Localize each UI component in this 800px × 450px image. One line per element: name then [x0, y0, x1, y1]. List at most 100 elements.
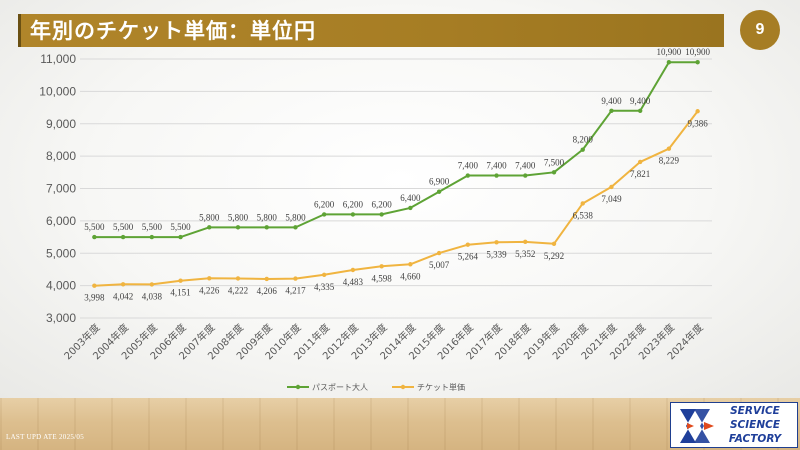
- data-point: [637, 159, 643, 165]
- data-label: 9,400: [601, 96, 622, 106]
- data-point: [207, 225, 212, 230]
- data-point: [92, 234, 97, 240]
- data-label: 4,483: [343, 277, 364, 287]
- data-label: 7,049: [601, 194, 622, 204]
- data-label: 6,900: [429, 177, 450, 187]
- logo-text-line1: SERVICE: [730, 405, 780, 417]
- data-label: 5,352: [515, 249, 535, 259]
- data-point: [695, 60, 700, 65]
- y-tick-label: 11,000: [40, 52, 76, 66]
- data-label: 7,400: [486, 161, 507, 171]
- data-point: [264, 276, 269, 282]
- data-point: [293, 276, 298, 281]
- x-axis-ticks: 2003年度2004年度2005年度2006年度2007年度2008年度2009…: [61, 321, 706, 362]
- data-label: 7,500: [544, 157, 565, 167]
- series-line: [94, 110, 699, 287]
- y-axis-ticks: 3,000 4,000 5,000 6,000 7,000 8,000 9,000 10,00…: [39, 52, 76, 325]
- y-tick-label: 5,000: [46, 246, 76, 260]
- data-label: 4,151: [170, 288, 190, 298]
- data-point: [149, 234, 155, 240]
- data-point: [436, 189, 442, 194]
- data-point: [465, 173, 471, 178]
- data-label: 7,400: [458, 161, 479, 171]
- data-point: [436, 250, 442, 256]
- data-point: [580, 201, 585, 206]
- logo-text-line3: FACTORY: [728, 433, 782, 445]
- data-label: 5,007: [429, 260, 450, 270]
- y-tick-label: 10,000: [39, 84, 76, 98]
- wood-floor: [0, 398, 800, 450]
- data-point: [293, 225, 298, 230]
- logo-text-line2: SCIENCE: [729, 419, 780, 431]
- data-point: [379, 212, 384, 217]
- legend-marker: [295, 384, 301, 390]
- data-point: [494, 240, 499, 245]
- title-bar: [18, 14, 724, 47]
- data-label: 4,217: [285, 286, 306, 296]
- data-label: 4,598: [372, 273, 393, 283]
- data-point: [465, 242, 471, 247]
- chart-data-labels: 5,500 5,500 5,500 5,500 5,800 5,800 5,800 5,800…: [84, 47, 710, 302]
- service-science-factory-logo: SERVICE SCIENCE FACTORY: [670, 402, 798, 448]
- data-label: 7,400: [515, 161, 536, 171]
- y-tick-label: 9,000: [46, 117, 76, 131]
- data-point: [695, 109, 700, 114]
- chart-series: [92, 60, 700, 288]
- chart-gridlines: [80, 58, 712, 319]
- data-label: 4,335: [314, 282, 335, 292]
- data-point: [609, 108, 614, 114]
- data-label: 5,500: [142, 222, 163, 232]
- data-label: 5,292: [544, 251, 564, 261]
- data-label: 10,900: [685, 47, 710, 57]
- data-point: [523, 239, 528, 245]
- data-point: [637, 108, 643, 114]
- data-point: [120, 234, 126, 240]
- y-tick-label: 3,000: [46, 311, 76, 325]
- y-tick-label: 7,000: [46, 182, 76, 196]
- page-number-badge: 9: [740, 10, 780, 50]
- data-point: [235, 276, 241, 281]
- data-label: 8,229: [659, 156, 680, 166]
- data-label: 5,500: [113, 222, 134, 232]
- chart-legend: パスポート大人 チケット単価: [287, 382, 465, 392]
- data-point: [149, 282, 155, 287]
- data-label: 5,800: [228, 212, 249, 222]
- data-point: [321, 272, 327, 277]
- data-label: 5,800: [199, 212, 220, 222]
- data-point: [666, 60, 672, 65]
- data-point: [494, 173, 499, 178]
- y-tick-label: 4,000: [46, 279, 76, 293]
- data-label: 9,400: [630, 96, 651, 106]
- data-label: 5,800: [285, 212, 306, 222]
- data-label: 6,200: [314, 199, 335, 209]
- data-point: [178, 234, 183, 240]
- last-update-text: LAST UPD ATE 2025/05: [6, 433, 85, 441]
- legend-label: パスポート大人: [312, 382, 368, 392]
- data-point: [264, 225, 269, 230]
- data-label: 10,900: [657, 47, 682, 57]
- data-label: 4,222: [228, 285, 248, 295]
- data-label: 4,660: [400, 271, 421, 281]
- data-label: 3,998: [84, 293, 105, 303]
- series-line: [94, 61, 698, 239]
- data-label: 5,500: [84, 222, 105, 232]
- data-label: 4,206: [257, 286, 278, 296]
- data-point: [551, 241, 557, 246]
- data-point: [92, 283, 97, 288]
- data-point: [120, 282, 126, 287]
- data-label: 4,226: [199, 285, 220, 295]
- data-point: [235, 225, 241, 230]
- data-point: [551, 170, 557, 175]
- legend-marker: [400, 384, 406, 390]
- data-label: 5,500: [170, 222, 191, 232]
- data-point: [523, 173, 528, 178]
- legend-label: チケット単価: [417, 382, 465, 392]
- page-title: 年別のチケット単価：単位円: [30, 19, 316, 43]
- logo-mark-icon: [674, 405, 714, 447]
- data-label: 6,200: [343, 199, 364, 209]
- data-label: 5,800: [257, 212, 278, 222]
- data-point: [408, 205, 413, 211]
- data-label: 6,538: [573, 210, 594, 220]
- data-point: [379, 264, 384, 269]
- data-label: 4,042: [113, 291, 133, 301]
